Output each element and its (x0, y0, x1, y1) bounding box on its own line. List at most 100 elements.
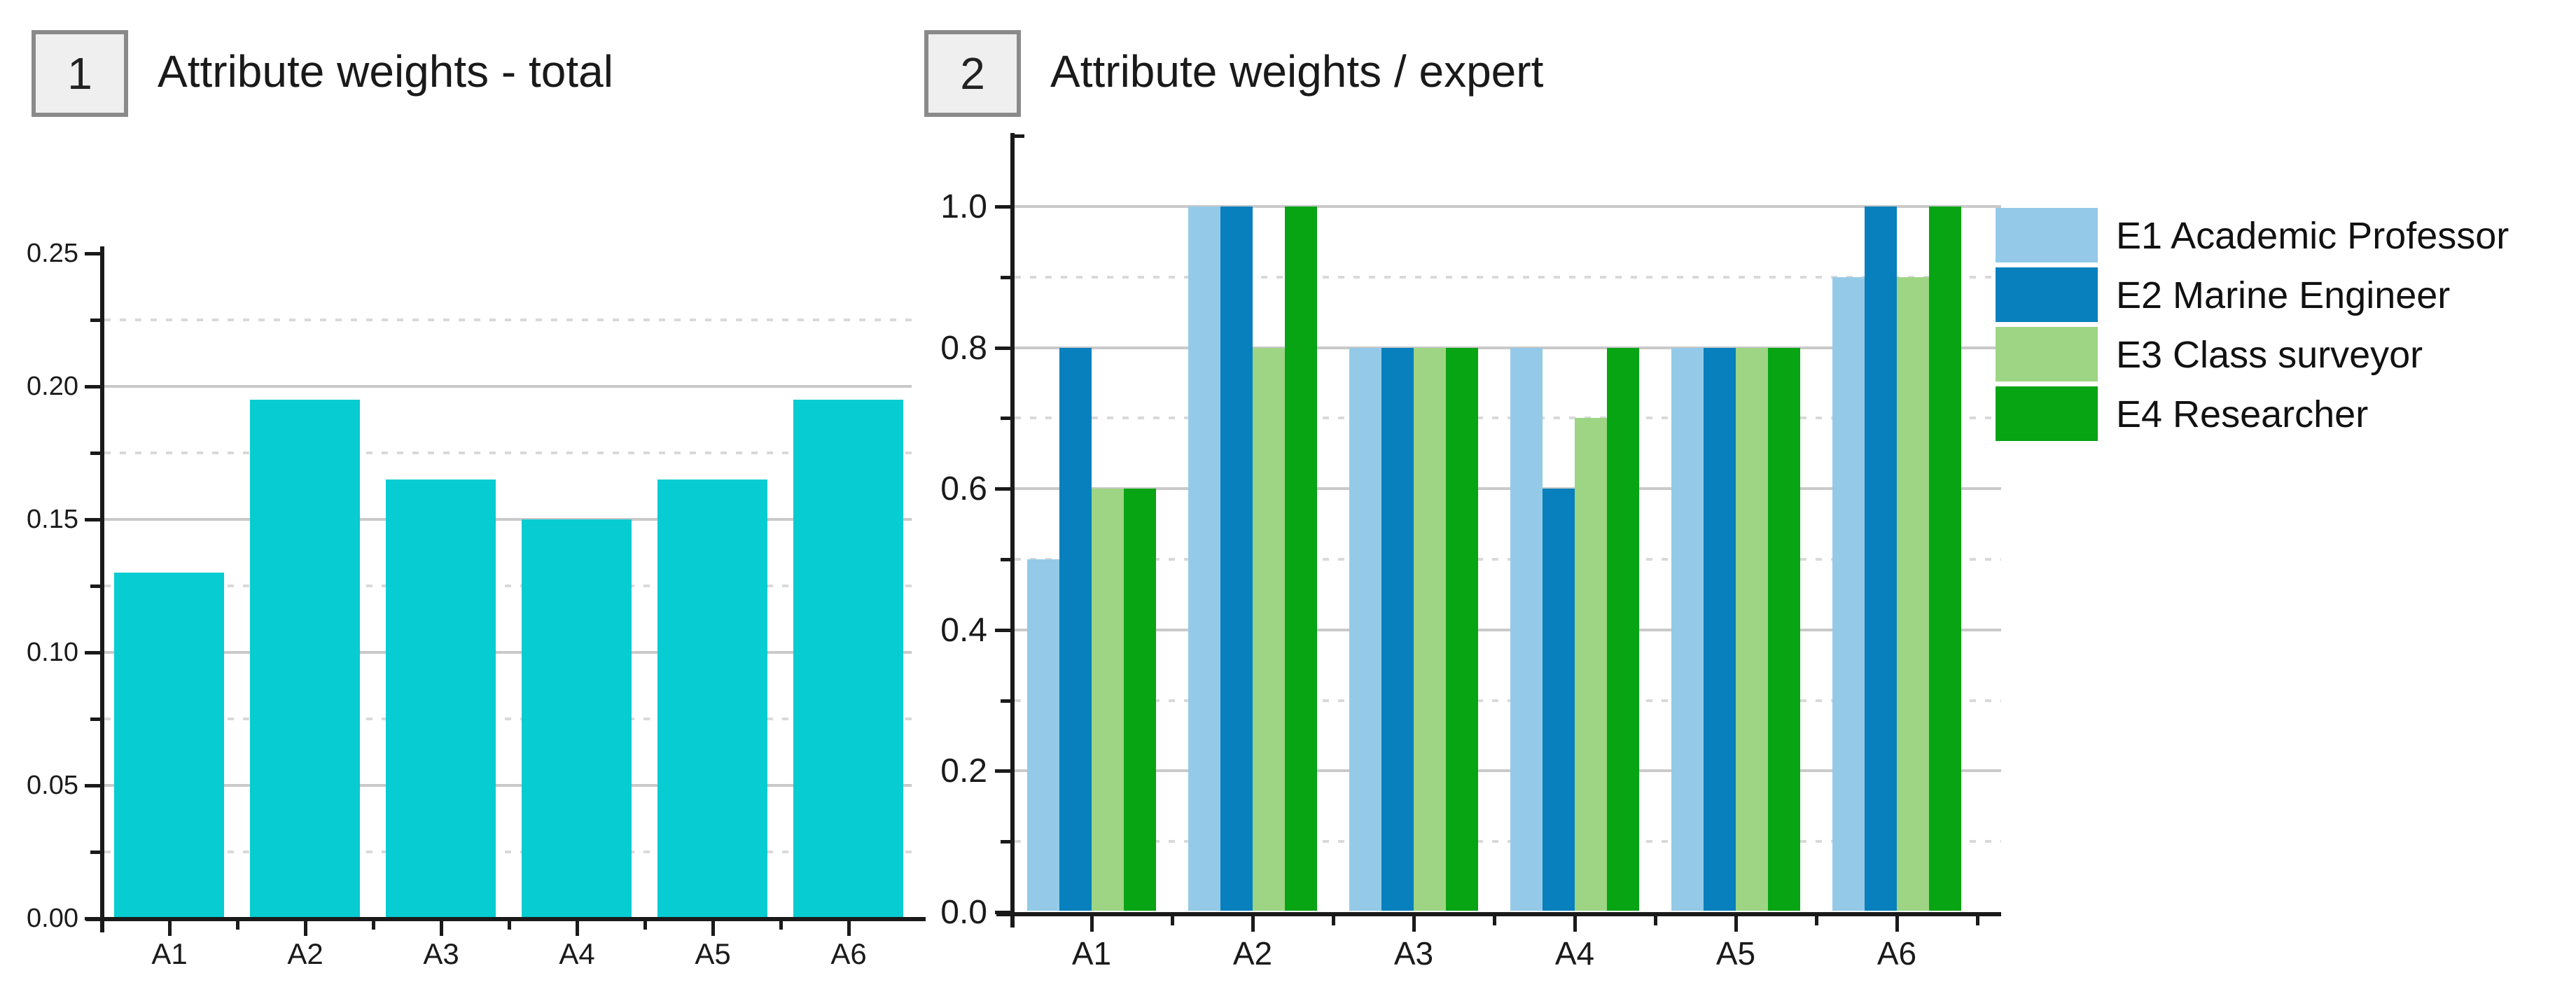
chart2-bar-A6-E1 (1832, 277, 1865, 911)
chart1-x-tick-label: A2 (287, 937, 323, 970)
legend-label-e3: E3 Class surveyor (2116, 334, 2423, 376)
chart1-y-tick-label: 0.00 (27, 904, 78, 933)
chart2-gridline-minor (1015, 276, 2001, 279)
chart2-bar-A3-E1 (1349, 348, 1381, 911)
chart1-x-tick-major (440, 920, 443, 936)
chart1-x-tick-major (168, 920, 172, 936)
chart2-bar-A6-E2 (1865, 206, 1897, 911)
chart1-bar-A4 (522, 519, 632, 917)
legend-label-e2: E2 Marine Engineer (2116, 274, 2451, 316)
chart2-y-tick-major (995, 629, 1010, 632)
chart2-bar-A4-E1 (1510, 348, 1543, 911)
legend-swatch-e4 (1996, 386, 2098, 441)
chart2-y-tick-label: 0.0 (940, 894, 987, 931)
chart1-x-tick-minor (508, 920, 511, 930)
chart2-y-tick-major (995, 205, 1010, 209)
chart2-bar-A1-E3 (1092, 489, 1124, 911)
chart1-y-tick-minor (90, 584, 100, 588)
chart2-x-tick-label: A4 (1554, 935, 1595, 972)
chart2-bar-A4-E4 (1607, 348, 1639, 911)
chart2-bar-A1-E2 (1059, 348, 1092, 911)
chart1-x-tick-major (576, 920, 579, 936)
chart2-y-tick-label: 0.2 (940, 752, 987, 790)
chart1-bar-A1 (114, 573, 224, 917)
chart2-x-tick-minor (1976, 916, 1979, 925)
chart1-x-tick-label: A3 (423, 937, 459, 970)
legend-label-e1: E1 Academic Professor (2116, 215, 2509, 257)
chart2-x-tick-label: A6 (1877, 935, 1917, 972)
chart1-y-tick-major (85, 917, 100, 920)
panel-2-title: Attribute weights / expert (1050, 46, 1544, 97)
chart2-gridline-minor (1015, 558, 2001, 561)
chart1-gridline-minor (104, 850, 912, 853)
chart1-y-tick-minor (90, 850, 100, 854)
chart2-gridline-minor (1015, 416, 2001, 419)
chart1-x-tick-major (711, 920, 715, 936)
chart2-gridline-major (1015, 346, 2001, 349)
chart1-gridline-major (104, 784, 912, 787)
chart2-x-axis (996, 912, 2001, 916)
chart2-bar-A4-E3 (1575, 418, 1607, 911)
chart2-x-tick-minor (1654, 916, 1657, 925)
chart2-y-tick-label: 1.0 (940, 188, 987, 225)
chart2-x-tick-label: A2 (1232, 935, 1273, 972)
chart1-gridline-minor (104, 718, 912, 720)
chart2-y-axis (1010, 133, 1015, 927)
chart2-y-tick-major (995, 487, 1010, 491)
chart1-gridline-major (104, 385, 912, 388)
chart2-bar-A5-E4 (1768, 348, 1800, 911)
chart2-y-tick-minor (1001, 840, 1010, 844)
chart2-x-tick-label: A1 (1071, 935, 1112, 972)
chart1-gridline-major (104, 518, 912, 521)
chart1-gridline-minor (104, 584, 912, 587)
chart2-x-tick-major (1251, 916, 1255, 932)
chart2-x-tick-minor (1493, 916, 1496, 925)
chart1-x-tick-minor (779, 920, 783, 930)
chart2-x-tick-major (1573, 916, 1577, 932)
chart1-x-tick-label: A5 (695, 937, 731, 970)
chart2-x-tick-minor (1332, 916, 1335, 925)
chart1-y-tick-major (85, 518, 100, 522)
legend-swatch-e1 (1996, 208, 2098, 262)
chart1-y-tick-label: 0.20 (27, 372, 78, 401)
chart2-y-tick-minor-top (1015, 134, 1024, 138)
chart1-y-tick-minor (90, 718, 100, 721)
chart2-x-tick-label: A5 (1715, 935, 1756, 972)
chart1-y-tick-minor (90, 318, 100, 322)
chart2-y-tick-major (995, 346, 1010, 350)
panel-1-badge: 1 (32, 30, 128, 117)
chart2-x-tick-major (1090, 916, 1094, 932)
chart2-x-tick-major (1734, 916, 1738, 932)
chart2-bar-A6-E4 (1929, 206, 1961, 911)
chart2-gridline-major (1015, 487, 2001, 490)
chart1-y-tick-label: 0.15 (27, 505, 78, 534)
chart2-x-tick-major (1412, 916, 1416, 932)
chart1-x-tick-label: A6 (830, 937, 867, 970)
chart2-bar-A5-E1 (1671, 348, 1704, 911)
chart2-y-tick-major (995, 769, 1010, 773)
chart1-x-tick-major (304, 920, 307, 936)
chart2-bar-A3-E2 (1381, 348, 1414, 911)
chart2-y-tick-minor (1001, 416, 1010, 420)
chart1-bar-A5 (657, 479, 767, 917)
chart2-bar-A4-E2 (1543, 489, 1575, 911)
chart1-y-tick-minor (90, 451, 100, 455)
chart2-bar-A2-E4 (1285, 206, 1317, 911)
chart2-y-tick-label: 0.8 (940, 330, 987, 367)
chart2-y-tick-label: 0.6 (940, 470, 987, 507)
chart2-x-tick-label: A3 (1393, 935, 1434, 972)
chart1-y-tick-major (85, 385, 100, 388)
chart1-x-tick-minor (643, 920, 647, 930)
chart1-y-tick-major (85, 784, 100, 788)
chart2-y-tick-label: 0.4 (940, 612, 987, 649)
chart2-bar-A2-E1 (1188, 206, 1220, 911)
chart2-x-tick-minor (1171, 916, 1174, 925)
chart1-x-axis (86, 917, 926, 921)
chart2-y-tick-minor (1001, 558, 1010, 561)
legend-swatch-e3 (1996, 327, 2098, 382)
chart2-bar-A6-E3 (1897, 277, 1929, 911)
chart1-x-tick-minor (372, 920, 375, 930)
